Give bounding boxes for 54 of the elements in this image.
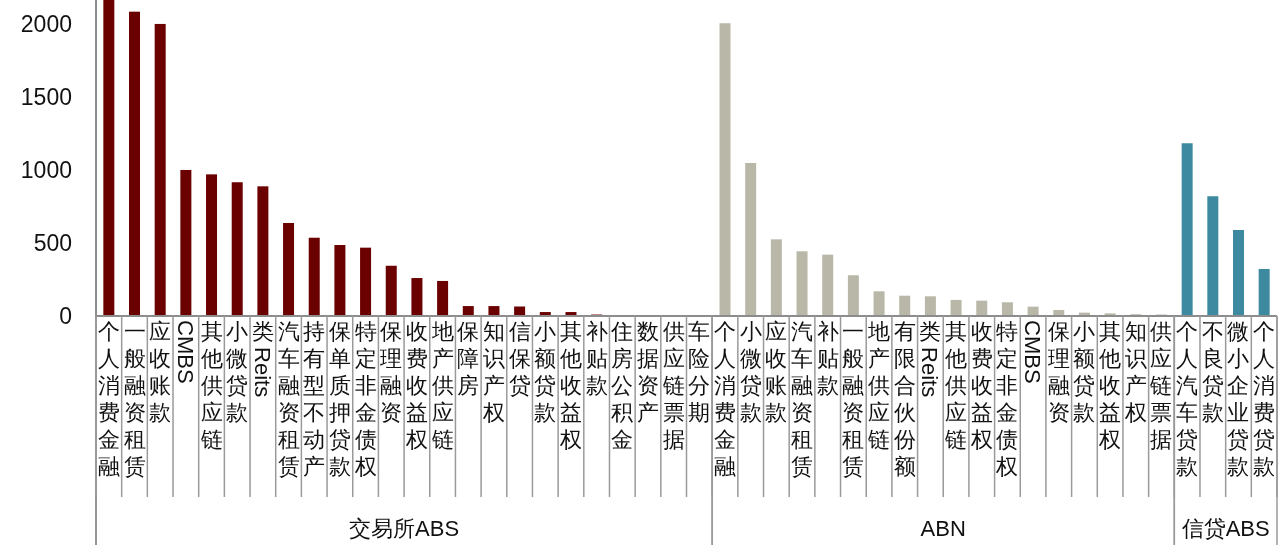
y-tick-label: 1000 (20, 156, 72, 183)
text: 信贷ABS (1181, 516, 1270, 541)
x-tick-label: 住房公积金 (610, 319, 634, 453)
x-tick-label: 一般融资租赁 (123, 319, 146, 480)
x-tick-label: 微小企业贷款 (1227, 319, 1250, 480)
x-tick-label: CMBS (1020, 320, 1046, 384)
x-tick-label: 其他收益权 (1098, 319, 1122, 453)
x-tick-label: 不良贷款 (1201, 319, 1224, 426)
x-tick-label: 特定非金债权 (995, 319, 1019, 480)
x-tick-label: 特定非金债权 (353, 319, 377, 480)
x-tick-label: 保障房 (457, 319, 480, 399)
x-tick-label: 其他供应链 (199, 319, 223, 453)
x-tick-label: 地产供应链 (430, 319, 454, 453)
x-tick-label: 个人消费金融 (714, 319, 737, 480)
x-tick-label: 保理融资 (380, 319, 403, 426)
x-tick-label: 小额贷款 (1073, 319, 1096, 426)
x-tick-label: 小微贷款 (226, 319, 249, 426)
x-tick-label: 应收账款 (149, 319, 172, 426)
x-tick-label: 汽车融资租赁 (791, 319, 814, 480)
x-tick-label: 知识产权 (481, 319, 505, 426)
x-tick-label: 地产供应链 (867, 319, 891, 453)
x-tick-label: 小额贷款 (534, 319, 557, 426)
x-tick-label: 个人汽车贷款 (1176, 319, 1199, 480)
text: ABN (920, 516, 966, 541)
x-tick-label: 其他收益权 (558, 319, 582, 453)
x-tick-label: 类Reits (249, 319, 275, 398)
text: 交易所ABS (349, 516, 460, 541)
x-tick-label: 信保贷 (508, 319, 531, 399)
x-tick-label: 有限合伙份额 (893, 319, 916, 480)
y-tick-label: 2000 (20, 10, 72, 37)
x-tick-label: 其他供应链 (944, 319, 968, 453)
x-tick-label: 车险分期 (688, 319, 711, 426)
x-tick-label: 汽车融资租赁 (277, 319, 300, 480)
y-tick-label: 500 (33, 229, 72, 256)
x-tick-label: 补贴款 (816, 319, 839, 399)
x-tick-label: 收费收益权 (404, 319, 428, 453)
x-tick-label: 小微贷款 (739, 319, 762, 426)
x-tick-label: 保单质押贷款 (328, 319, 351, 480)
x-tick-label: 知识产权 (1123, 319, 1147, 426)
y-tick-label: 0 (59, 303, 72, 329)
x-tick-label: 保理融资 (1047, 319, 1070, 426)
x-tick-label: 一般融资租赁 (842, 319, 865, 480)
x-tick-label: 数据资产 (636, 319, 659, 426)
x-tick-label: 补贴款 (585, 319, 608, 399)
x-tick-label: 供应链票据 (1149, 319, 1173, 453)
x-tick-label: 类Reits (917, 319, 943, 398)
x-tick-label: 持有型不动产 (303, 319, 326, 480)
x-tick-label: 应收账款 (765, 319, 788, 426)
x-tick-label: 个人消费贷款 (1253, 319, 1276, 480)
x-tick-label: CMBS (172, 320, 198, 384)
y-tick-label: 1500 (20, 83, 72, 110)
x-tick-label: 收费收益权 (969, 319, 993, 453)
x-tick-label: 供应链票据 (661, 319, 685, 453)
x-tick-label: 个人消费金融 (97, 319, 120, 480)
